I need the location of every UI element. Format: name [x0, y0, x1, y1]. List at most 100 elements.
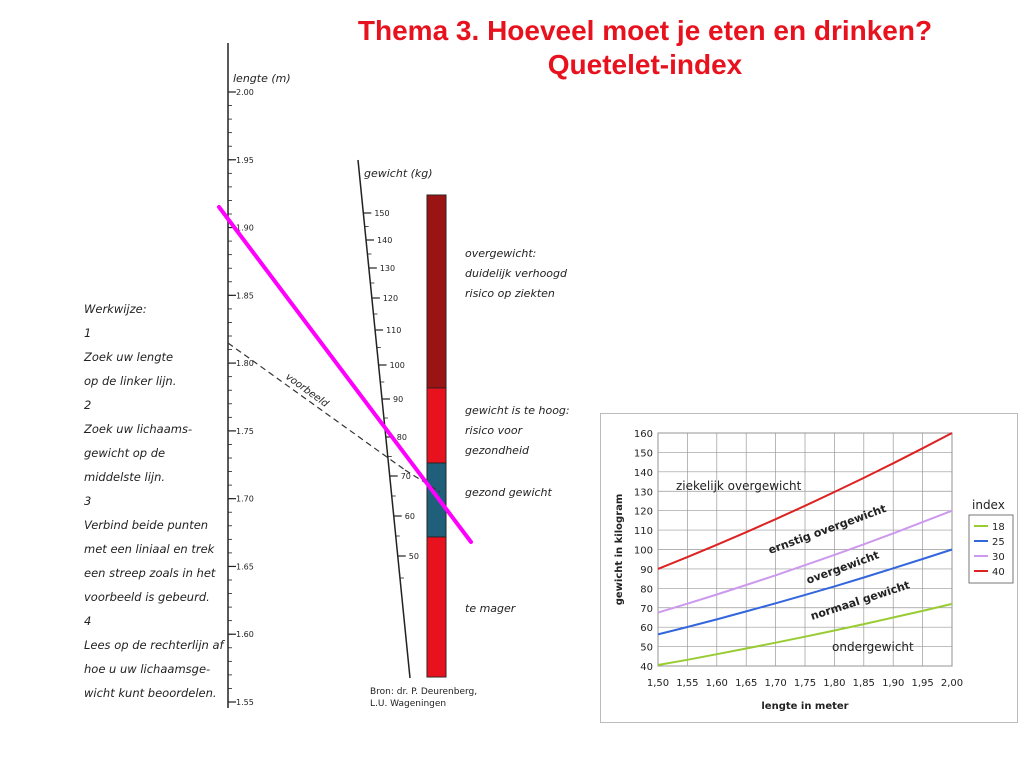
zone-label: gewicht is te hoog:	[465, 404, 570, 417]
length-axis-label: lengte (m)	[233, 72, 291, 85]
source-text: Bron: dr. P. Deurenberg,	[370, 687, 477, 697]
region-label: ziekelijk overgewicht	[676, 479, 802, 493]
instruction-line: middelste lijn.	[84, 470, 166, 484]
instruction-line: 2	[84, 398, 92, 412]
x-tick-label: 1,90	[882, 678, 904, 689]
y-tick-label: 80	[640, 584, 653, 595]
zone-label: risico voor	[465, 424, 524, 437]
length-tick-label: 1.90	[236, 224, 254, 233]
weight-axis	[357, 159, 411, 679]
instruction-line: hoe u uw lichaamsge-	[84, 662, 211, 676]
instruction-line: Verbind beide punten	[84, 518, 209, 532]
weight-axis-label: gewicht (kg)	[364, 167, 433, 180]
index-zone	[426, 194, 447, 389]
length-tick-label: 1.65	[236, 562, 254, 571]
y-tick-label: 100	[634, 546, 653, 557]
length-tick-label: 1.70	[236, 495, 254, 504]
instruction-line: Lees op de rechterlijn af	[84, 638, 224, 652]
zone-label: risico op ziekten	[465, 287, 555, 300]
instruction-line: gewicht op de	[84, 446, 166, 460]
legend-title: index	[972, 498, 1005, 512]
zone-label: gezondheid	[465, 444, 530, 457]
weight-tick-label: 100	[390, 361, 405, 370]
instruction-line: wicht kunt beoordelen.	[84, 686, 217, 700]
instruction-line: voorbeeld is gebeurd.	[84, 590, 210, 604]
length-tick-label: 2.00	[236, 88, 254, 97]
zone-label: overgewicht:	[465, 247, 536, 260]
y-tick-label: 60	[640, 623, 653, 634]
x-tick-label: 1,65	[735, 678, 757, 689]
nomogram: lengte (m) 2.00 1.95 1.90 1.85 1.80 1.75 1.70 1.…	[217, 43, 570, 709]
length-tick-label: 1.95	[236, 156, 254, 165]
title-line-2: Quetelet-index	[547, 49, 743, 80]
y-tick-label: 50	[640, 643, 653, 654]
instruction-line: 3	[84, 494, 92, 508]
y-tick-label: 40	[640, 662, 653, 673]
index-zone	[426, 536, 447, 678]
x-axis-label: lengte in meter	[761, 701, 848, 712]
length-tick-label: 1.55	[236, 698, 254, 707]
weight-tick-label: 140	[377, 236, 392, 245]
instruction-line: 4	[84, 614, 92, 628]
example-dashed-line	[227, 342, 406, 471]
zone-label: te mager	[465, 602, 517, 615]
source-text: L.U. Wageningen	[370, 699, 446, 709]
instruction-line: 1	[84, 326, 92, 340]
instruction-line: op de linker lijn.	[84, 374, 177, 388]
title-line-1: Thema 3. Hoeveel moet je eten en drinken…	[357, 15, 933, 46]
length-tick-label: 1.60	[236, 630, 254, 639]
instructions: Werkwijze: 1 Zoek uw lengte op de linker li…	[84, 297, 234, 705]
x-tick-label: 1,80	[823, 678, 845, 689]
y-tick-label: 130	[634, 487, 653, 498]
y-tick-label: 150	[634, 448, 653, 459]
weight-tick-label: 130	[380, 264, 395, 273]
instruction-line: Zoek uw lengte	[84, 350, 174, 364]
legend-entry: 30	[992, 552, 1005, 563]
y-tick-label: 160	[634, 429, 653, 440]
y-tick-label: 70	[640, 604, 653, 615]
bmi-chart: 40 50 60 70 80 90 100 110 120 130 140 150 160 1,50 1,5…	[600, 413, 1018, 723]
y-tick-label: 140	[634, 468, 653, 479]
index-zone	[426, 462, 447, 538]
y-tick-label: 120	[634, 507, 653, 518]
page-title: Thema 3. Hoeveel moet je eten en drinken…	[270, 14, 1020, 82]
length-tick-label: 1.80	[236, 359, 254, 368]
x-tick-label: 1,95	[911, 678, 933, 689]
series-line-30	[657, 509, 953, 614]
legend-entry: 40	[992, 567, 1005, 578]
region-label: ondergewicht	[832, 640, 914, 654]
x-tick-label: 1,70	[764, 678, 786, 689]
x-tick-label: 1,50	[647, 678, 669, 689]
length-tick-label: 1.75	[236, 427, 254, 436]
instruction-line: Werkwijze:	[84, 302, 147, 316]
y-tick-label: 90	[640, 565, 653, 576]
length-tick-label: 1.85	[236, 291, 254, 300]
weight-tick-label: 80	[397, 433, 407, 442]
instruction-line: een streep zoals in het	[84, 566, 216, 580]
example-label: voorbeeld	[283, 372, 330, 411]
series-line-18	[657, 602, 953, 666]
zone-label: duidelijk verhoogd	[465, 267, 568, 280]
instruction-line: Zoek uw lichaams-	[84, 422, 193, 436]
x-tick-label: 2,00	[941, 678, 963, 689]
x-tick-label: 1,85	[853, 678, 875, 689]
weight-tick-label: 50	[409, 552, 419, 561]
legend-entry: 25	[992, 537, 1005, 548]
y-axis-label: gewicht in kilogram	[614, 494, 625, 606]
y-tick-label: 110	[634, 526, 653, 537]
weight-tick-label: 70	[401, 472, 411, 481]
example-dashed-line-end	[404, 469, 441, 493]
index-zone	[426, 387, 447, 464]
series-line-40	[657, 432, 953, 570]
zone-label: gezond gewicht	[465, 486, 553, 499]
weight-tick-label: 90	[393, 395, 403, 404]
x-tick-label: 1,55	[676, 678, 698, 689]
weight-tick-label: 150	[374, 209, 389, 218]
instruction-line: met een liniaal en trek	[84, 542, 215, 556]
x-tick-label: 1,75	[794, 678, 816, 689]
highlight-line	[217, 205, 473, 544]
x-tick-label: 1,60	[706, 678, 728, 689]
series-line-25	[657, 548, 953, 636]
weight-tick-label: 60	[405, 512, 415, 521]
weight-tick-label: 110	[386, 326, 401, 335]
